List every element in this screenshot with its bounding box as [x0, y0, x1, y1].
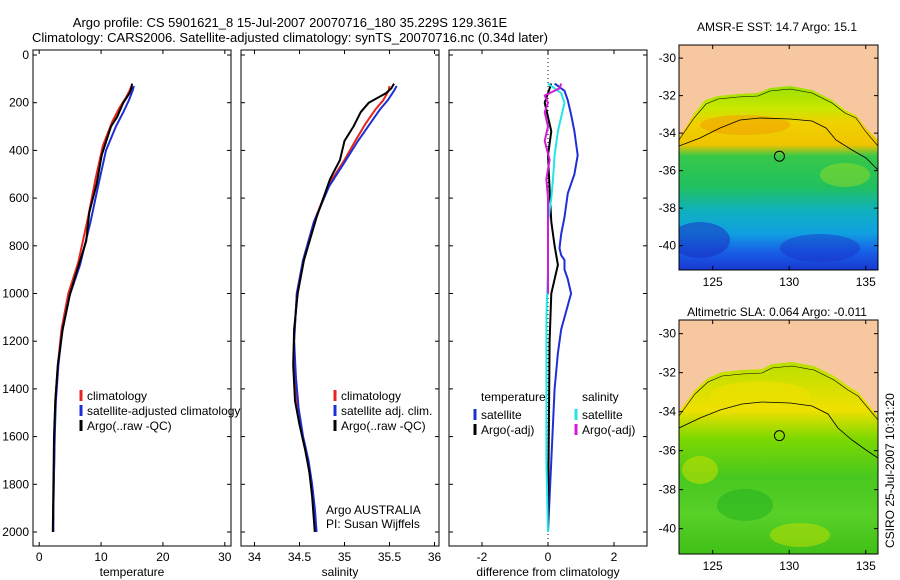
map-xtick-label: 125 — [703, 559, 723, 573]
legend-label: Argo(..raw -QC) — [87, 419, 172, 433]
temperature-xtick-label: 20 — [156, 550, 170, 564]
map-ytick-label: -30 — [659, 327, 677, 341]
map-ytick-label: -38 — [659, 483, 677, 497]
legend-label: satellite — [481, 408, 522, 422]
argo-location-marker — [773, 430, 785, 442]
map-xtick-label: 125 — [703, 275, 723, 289]
series-line-temperature-satellite — [547, 82, 579, 533]
depth-tick-label: 1400 — [2, 382, 29, 396]
sst-map-frame — [678, 44, 879, 271]
map-xtick-label: 135 — [856, 275, 876, 289]
map-ytick-label: -34 — [659, 126, 677, 140]
salinity-xtick-label: 34 — [248, 550, 262, 564]
legend-label: Argo(-adj) — [582, 423, 635, 437]
legend-label: satellite adj. clim. — [341, 404, 432, 418]
temperature-xtick-label: 10 — [94, 550, 108, 564]
sla-high-patch — [710, 381, 810, 409]
series-line-salinity-argo-adj- — [543, 83, 563, 294]
profile-annotation: PI: Susan Wijffels — [326, 517, 420, 531]
depth-tick-label: 200 — [9, 96, 29, 110]
argo-location-marker — [773, 150, 785, 162]
sla-map-axes: 125 130 135 -30 -32 -34 -36 -38 -40 — [659, 320, 878, 573]
salinity-xtick-label: 35 — [338, 550, 352, 564]
temperature-xtick-label: 30 — [218, 550, 232, 564]
depth-tick-label: 2000 — [2, 525, 29, 539]
sst-warm-patch-2 — [820, 163, 870, 187]
depth-tick-label: 400 — [9, 143, 29, 157]
depth-tick-label: 1800 — [2, 477, 29, 491]
salinity-frame — [240, 49, 440, 547]
salinity-xtick-label: 34.5 — [288, 550, 312, 564]
map-ytick-label: -36 — [659, 164, 677, 178]
sst-map-axes: 125 130 135 -30 -32 -34 -36 -38 -40 — [659, 45, 878, 289]
difference-xtick-label: -2 — [477, 550, 488, 564]
series-line-argo-raw-qc- — [292, 83, 395, 533]
salinity-xtick-label: 36 — [428, 550, 442, 564]
depth-tick-label: 1600 — [2, 430, 29, 444]
depth-tick-label: 800 — [9, 239, 29, 253]
map-ytick-label: -40 — [659, 522, 677, 536]
profile-annotation: Argo AUSTRALIA — [326, 503, 421, 517]
map-ytick-label: -32 — [659, 89, 677, 103]
sla-high-patch-3 — [770, 523, 830, 547]
sla-map-panel: Altimetric SLA: 0.064 Argo: -0.011 125 13… — [659, 305, 879, 573]
temperature-panel: 0 200 400 600 800 1000 1200 1400 1600 1800 2000 0 10… — [2, 48, 240, 579]
salinity-xlabel: salinity — [322, 565, 359, 579]
legend-label: satellite-adjusted climatology — [87, 404, 240, 418]
series-line-climatology — [52, 85, 133, 521]
sst-cool-patch-2 — [780, 234, 860, 262]
salinity-xtick-label: 35.5 — [378, 550, 402, 564]
legend-group-header: temperature — [481, 390, 546, 404]
legend-label: Argo(..raw -QC) — [341, 419, 426, 433]
legend-label: satellite — [582, 408, 623, 422]
salinity-panel: 34 34.5 35 35.5 36 salinity climatologysatelli… — [240, 49, 442, 579]
side-timestamp-label: CSIRO 25-Jul-2007 10:31:20 — [883, 393, 897, 548]
legend-label: climatology — [341, 389, 401, 403]
temperature-xtick-label: 0 — [36, 550, 43, 564]
legend-label: climatology — [87, 389, 147, 403]
map-xtick-label: 130 — [779, 559, 799, 573]
sst-warm-patch — [700, 115, 790, 135]
sst-cool-patch — [679, 222, 730, 258]
depth-tick-label: 1000 — [2, 287, 29, 301]
sla-map-title: Altimetric SLA: 0.064 Argo: -0.011 — [687, 305, 867, 319]
sla-high-patch-2 — [682, 456, 718, 484]
difference-xtick-label: 2 — [611, 550, 618, 564]
map-ytick-label: -34 — [659, 405, 677, 419]
sla-front-contour — [679, 401, 878, 459]
difference-xlabel: difference from climatology — [476, 565, 619, 579]
sst-map-title: AMSR-E SST: 14.7 Argo: 15.1 — [697, 20, 857, 34]
series-line-satellite-adj-clim- — [293, 85, 398, 533]
map-ytick-label: -36 — [659, 444, 677, 458]
depth-tick-label: 1200 — [2, 334, 29, 348]
sst-coastline-contour — [679, 88, 878, 147]
map-ytick-label: -32 — [659, 366, 677, 380]
figure-title-line2: Climatology: CARS2006. Satellite-adjuste… — [32, 30, 548, 45]
legend-group-header: salinity — [582, 390, 619, 404]
sla-low-patch — [717, 489, 773, 521]
legend-label: Argo(-adj) — [481, 423, 534, 437]
sst-front-contour — [679, 117, 878, 171]
map-ytick-label: -40 — [659, 239, 677, 253]
temperature-xlabel: temperature — [100, 565, 165, 579]
difference-xtick-label: 0 — [545, 550, 552, 564]
map-ytick-label: -30 — [659, 51, 677, 65]
depth-tick-label: 600 — [9, 191, 29, 205]
series-line-salinity-satellite — [545, 82, 566, 533]
temperature-frame — [32, 49, 232, 547]
depth-tick-label: 0 — [22, 48, 29, 62]
map-xtick-label: 130 — [779, 275, 799, 289]
map-xtick-label: 135 — [856, 559, 876, 573]
map-ytick-label: -38 — [659, 201, 677, 215]
sla-map-frame — [678, 319, 879, 555]
series-line-argo-raw-qc- — [51, 83, 133, 533]
sst-map-panel: AMSR-E SST: 14.7 Argo: 15.1 125 130 135 -30… — [659, 20, 879, 289]
sla-coastline-contour — [679, 365, 878, 421]
figure-title-line1: Argo profile: CS 5901621_8 15-Jul-2007 2… — [73, 15, 508, 30]
